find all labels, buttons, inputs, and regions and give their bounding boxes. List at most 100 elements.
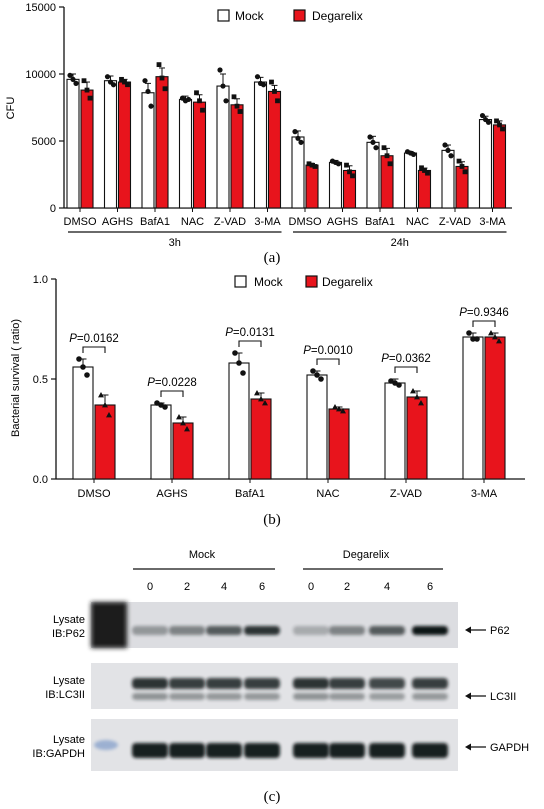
data-point-degarelix [184,426,190,432]
data-point-mock [335,161,342,167]
data-point-mock [223,98,229,104]
blot-row-antibody: IB:GAPDH [32,748,85,760]
data-point-degarelix [306,161,312,167]
blot-band [329,743,365,758]
data-point-degarelix [336,406,342,412]
blot-band [132,626,168,635]
data-point-mock [292,129,298,135]
bar-degarelix [406,396,428,480]
blot-band [369,626,405,635]
blot-band [369,693,405,700]
x-tick-label: BafA1 [365,216,395,228]
group-label: 24h [391,237,409,249]
bar-mock [291,136,305,209]
blot-lane-label: 0 [147,581,153,593]
panel-b-legend: Mock Degarelix [234,275,373,289]
bar-mock [253,81,268,209]
data-point-degarelix [176,414,182,420]
blot-marker-lane [91,602,127,648]
data-point-mock [148,103,154,109]
data-point-mock [240,370,246,376]
significance-bracket [160,390,184,397]
data-point-degarelix [122,79,127,85]
x-tick-label: AGHS [327,216,358,228]
blot-group-degarelix-label: Degarelix [343,549,390,561]
x-tick-label: NAC [316,488,339,500]
blot-row-lc3ii: Lysate IB:LC3II LC3II [45,663,516,709]
data-point-mock [470,336,476,342]
data-point-degarelix [84,87,90,93]
x-tick-label: 3-MA [254,216,281,228]
bar-degarelix [94,404,116,480]
x-tick-label: Z-VAD [439,216,471,228]
data-point-degarelix [237,109,243,114]
blot-row-gapdh: Lysate IB:GAPDH GAPDH [32,719,529,771]
data-point-mock [217,67,223,73]
y-tick-label: 0.5 [33,374,48,386]
data-point-mock [448,153,454,159]
blot-band [244,743,280,758]
blot-arrowhead [465,626,471,634]
bar-mock [72,366,94,480]
blot-band [206,626,242,635]
data-point-degarelix [387,161,393,167]
data-point-mock [104,74,111,80]
blot-band [293,626,329,635]
blot-band [293,693,329,700]
data-point-mock [76,356,82,362]
bar-mock [384,382,406,480]
data-point-degarelix [162,86,168,92]
group-label: 3h [169,237,181,249]
data-point-mock [373,145,379,151]
blot-band [412,678,448,689]
x-tick-label: BafA1 [235,488,265,500]
x-tick-label: AGHS [156,488,187,500]
data-point-degarelix [462,169,468,175]
x-tick-label: Z-VAD [214,216,246,228]
data-point-degarelix [87,95,93,101]
blot-lane-label: 2 [184,581,190,593]
data-point-degarelix [347,169,352,175]
panel-c-letter: (c) [264,789,281,805]
data-point-degarelix [194,90,199,96]
data-point-degarelix [492,334,498,340]
blot-lane-label: 4 [221,581,227,593]
bar-degarelix [267,90,282,209]
x-tick-label: 3-MA [479,216,506,228]
data-point-degarelix [102,402,108,408]
blot-arrowhead [465,692,471,700]
data-point-degarelix [422,168,427,173]
y-tick-label: 15000 [25,2,56,14]
data-point-mock [73,80,79,86]
bar-mock [306,374,328,480]
data-point-degarelix [381,145,387,151]
x-tick-label: AGHS [102,216,133,228]
blot-band [412,626,448,635]
data-point-degarelix [231,94,237,100]
data-point-degarelix [418,400,424,406]
x-tick-label: BafA1 [140,216,170,228]
data-point-degarelix [156,62,162,68]
data-point-mock [370,139,376,145]
blot-arrowhead [465,743,471,751]
data-point-mock [479,112,486,119]
data-point-mock [318,376,324,382]
data-point-mock [445,147,451,153]
blot-band [132,743,168,758]
data-point-degarelix [344,162,349,168]
bar-mock [328,161,343,209]
data-point-degarelix [456,158,462,164]
x-tick-label: DMSO [78,488,111,500]
bar-mock [478,119,493,209]
data-point-mock [295,135,301,141]
bar-mock [216,85,230,209]
blot-band [244,693,280,700]
bar-mock [150,404,172,480]
blot-row-p62: Lysate IB:P62 P62 [52,602,510,648]
data-point-degarelix [125,82,130,88]
bar-degarelix [484,336,506,480]
blot-target-label: LC3II [490,691,516,703]
bar-mock [103,80,118,209]
blot-row-label: Lysate [53,614,85,626]
bar-degarelix [250,398,272,480]
